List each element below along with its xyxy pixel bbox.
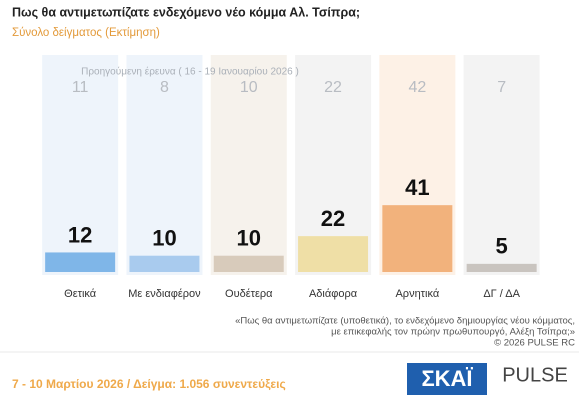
logo: ΣΚΑΪ [421,366,473,391]
bar [382,205,453,272]
logo: PULSE [502,364,568,386]
previous-value: 22 [324,79,342,96]
previous-value: 7 [497,79,506,96]
x-tick-label: Αρνητικά [395,288,439,300]
previous-label: Προηγούμενη έρευνα ( 16 - 19 Ιανουαρίου … [81,66,299,78]
logo-box [407,363,487,395]
background-column [126,55,203,275]
note: με επικεφαλής τον πρώην πρωθυπουργό, Αλέ… [331,327,575,338]
bar [298,236,369,272]
value-label: 10 [152,226,176,251]
value-label: 10 [237,226,261,251]
value-label: 41 [405,175,429,200]
bar [45,252,116,272]
bar [129,255,200,272]
footer: 7 - 10 Μαρτίου 2026 / Δείγμα: 1.056 συνε… [12,377,286,391]
chart-subtitle: Σύνολο δείγματος (Εκτίμηση) [12,27,160,39]
value-label: 5 [496,234,508,259]
x-tick-label: Αδιάφορα [309,288,358,300]
bar [213,255,284,272]
x-tick-label: Με ενδιαφέρον [128,288,201,300]
chart-title: Πως θα αντιμετωπίζατε ενδεχόμενο νέο κόμ… [12,5,360,19]
value-label: 22 [321,206,345,231]
previous-value: 10 [240,79,258,96]
background-column [42,55,119,275]
background-column [463,55,540,275]
x-tick-label: ΔΓ / ΔΑ [483,288,520,300]
previous-value: 42 [408,79,426,96]
previous-value: 8 [160,79,169,96]
previous-value: 11 [72,79,89,96]
plot: 11 12 Θετικά 8 10 Με ενδιαφέρον 10 10 Ουδέτερα 22… [42,55,540,300]
x-tick-label: Ουδέτερα [225,288,273,300]
x-tick-label: Θετικά [64,288,97,300]
background-column [210,55,287,275]
note: © 2026 PULSE RC [494,338,575,349]
value-label: 12 [68,222,92,247]
bar [466,263,537,272]
note: «Πως θα αντιμετωπίζατε (υποθετικά), το ε… [235,316,575,327]
